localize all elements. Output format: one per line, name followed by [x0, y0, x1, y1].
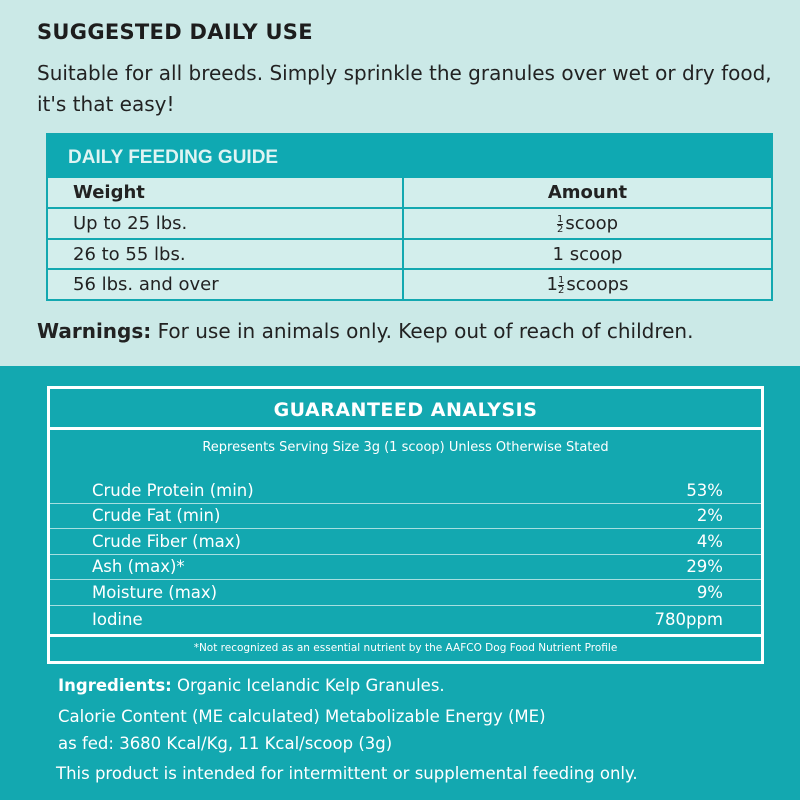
nutrient-name: Moisture (max)	[92, 582, 218, 602]
fraction-denominator: 2	[557, 284, 565, 296]
warnings-text: For use in animals only. Keep out of rea…	[157, 319, 694, 343]
nutrient-name: Crude Fiber (max)	[92, 531, 241, 551]
amount-cell: 1 1 2 scoops	[404, 270, 771, 299]
feeding-row: 26 to 55 lbs. 1 scoop	[48, 237, 771, 269]
warnings-label: Warnings:	[37, 319, 152, 343]
disclaimer: This product is intended for intermitten…	[56, 764, 638, 783]
weight-cell: Up to 25 lbs.	[48, 209, 404, 238]
ingredients-label: Ingredients:	[58, 676, 172, 695]
analysis-title: GUARANTEED ANALYSIS	[50, 389, 761, 430]
usage-section: SUGGESTED DAILY USE Suitable for all bre…	[0, 0, 800, 366]
feeding-guide-header-row: Weight Amount	[48, 178, 771, 207]
analysis-subtitle: Represents Serving Size 3g (1 scoop) Unl…	[202, 440, 609, 455]
amount-unit: scoop	[569, 243, 623, 265]
analysis-row: Iodine 780ppm	[50, 606, 761, 637]
amount-whole: 1	[552, 243, 564, 265]
nutrient-name: Iodine	[92, 610, 143, 629]
guaranteed-analysis-box: GUARANTEED ANALYSIS Represents Serving S…	[47, 386, 764, 664]
weight-cell: 56 lbs. and over	[48, 270, 404, 299]
analysis-row: Moisture (max) 9%	[50, 580, 761, 606]
nutrient-value: 29%	[686, 557, 723, 577]
fraction-numerator: 1	[557, 274, 565, 286]
amount-unit: scoop	[565, 213, 619, 234]
amount-cell: 1 scoop	[404, 240, 771, 269]
analysis-row: Ash (max)* 29%	[50, 555, 761, 580]
nutrient-name: Crude Protein (min)	[92, 480, 254, 500]
suggested-use-text: Suitable for all breeds. Simply sprinkle…	[37, 61, 772, 116]
feeding-row: 56 lbs. and over 1 1 2 scoops	[48, 268, 771, 299]
header-amount: Amount	[547, 182, 628, 203]
amount-unit: scoops	[566, 274, 629, 295]
nutrient-value: 9%	[696, 582, 723, 602]
nutrient-value: 4%	[696, 531, 723, 551]
analysis-row: Crude Protein (min) 53%	[50, 478, 761, 504]
feeding-row: Up to 25 lbs. 1 2 scoop	[48, 207, 771, 238]
nutrient-value: 2%	[696, 506, 723, 526]
calorie-line-1: Calorie Content (ME calculated) Metaboli…	[58, 707, 546, 726]
header-weight: Weight	[48, 178, 404, 207]
amount-whole: 1	[546, 274, 558, 295]
warnings: Warnings: For use in animals only. Keep …	[37, 319, 693, 343]
nutrient-name: Crude Fat (min)	[92, 506, 221, 526]
fraction-denominator: 2	[556, 223, 564, 235]
analysis-footnote: *Not recognized as an essential nutrient…	[193, 641, 618, 654]
calorie-line-2: as fed: 3680 Kcal/Kg, 11 Kcal/scoop (3g)	[58, 734, 393, 753]
fraction-numerator: 1	[556, 213, 564, 225]
analysis-row: Crude Fat (min) 2%	[50, 504, 761, 529]
suggested-use-heading: SUGGESTED DAILY USE	[37, 20, 313, 44]
nutrient-value: 53%	[686, 480, 723, 500]
nutrient-name: Ash (max)*	[92, 557, 185, 577]
weight-cell: 26 to 55 lbs.	[48, 239, 404, 268]
analysis-row: Crude Fiber (max) 4%	[50, 529, 761, 555]
feeding-guide-table: DAILY FEEDING GUIDE Weight Amount Up to …	[46, 133, 773, 301]
feeding-guide-title: DAILY FEEDING GUIDE	[48, 135, 771, 178]
ingredients-text: Organic Icelandic Kelp Granules.	[177, 676, 445, 695]
nutrient-value: 780ppm	[654, 610, 723, 629]
amount-cell: 1 2 scoop	[404, 209, 771, 238]
ingredients: Ingredients: Organic Icelandic Kelp Gran…	[58, 676, 445, 695]
